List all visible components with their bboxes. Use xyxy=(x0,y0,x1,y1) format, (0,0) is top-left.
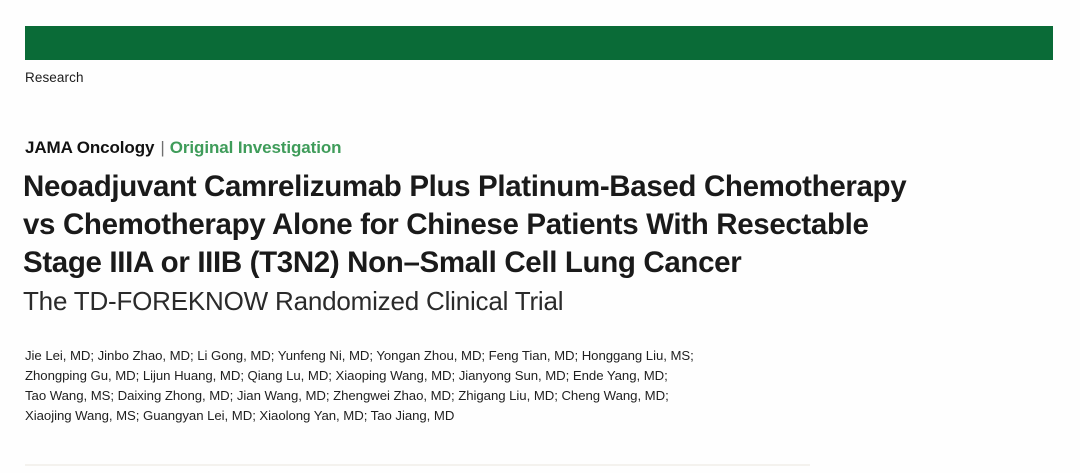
article-subtitle: The TD-FOREKNOW Randomized Clinical Tria… xyxy=(23,286,564,316)
article-title-line: Stage IIIA or IIIB (T3N2) Non–Small Cell… xyxy=(23,246,742,279)
section-label: Research xyxy=(25,70,84,85)
author-line: Zhongping Gu, MD; Lijun Huang, MD; Qiang… xyxy=(25,368,668,383)
author-line: Tao Wang, MS; Daixing Zhong, MD; Jian Wa… xyxy=(25,388,669,403)
author-byline: Jie Lei, MD; Jinbo Zhao, MD; Li Gong, MD… xyxy=(25,346,1035,426)
article-type-label: Original Investigation xyxy=(169,138,342,157)
article-title-line: Neoadjuvant Camrelizumab Plus Platinum-B… xyxy=(23,170,907,203)
journal-header-line: JAMA Oncology | Original Investigation xyxy=(25,138,341,158)
article-title-block: Neoadjuvant Camrelizumab Plus Platinum-B… xyxy=(23,168,1023,319)
article-title-line: vs Chemotherapy Alone for Chinese Patien… xyxy=(23,208,869,241)
author-line: Jie Lei, MD; Jinbo Zhao, MD; Li Gong, MD… xyxy=(25,348,694,363)
journal-title: JAMA Oncology xyxy=(25,138,155,157)
content-divider xyxy=(25,464,810,466)
journal-banner-bar xyxy=(25,26,1053,60)
journal-separator: | xyxy=(160,138,165,157)
author-line: Xiaojing Wang, MS; Guangyan Lei, MD; Xia… xyxy=(25,408,455,423)
